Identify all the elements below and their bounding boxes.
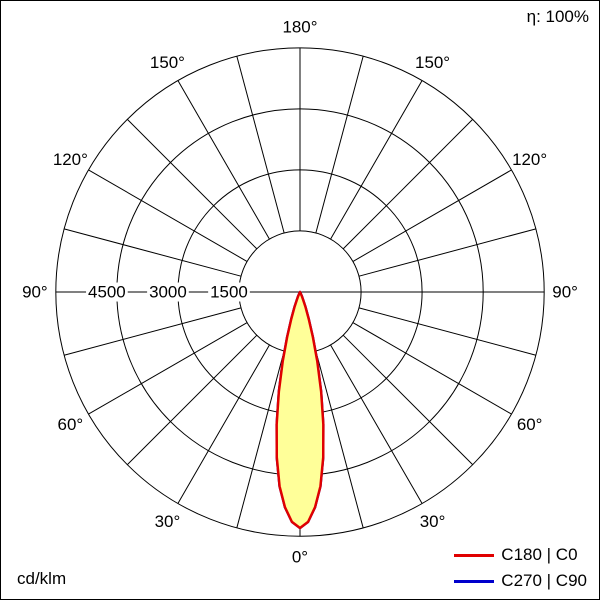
unit-label: cd/klm (17, 569, 67, 588)
legend-line-red-icon (454, 553, 495, 557)
legend-line-blue-icon (454, 579, 495, 583)
angle-label: 90° (552, 283, 578, 302)
radial-tick-label: 3000 (149, 283, 187, 302)
angle-label: 90° (22, 283, 48, 302)
legend-item-c0-c180: C180 | C0 (454, 545, 578, 565)
angle-label: 60° (517, 415, 543, 434)
grid-spoke (88, 169, 248, 262)
angle-label: 150° (415, 53, 450, 72)
angle-label: 30° (420, 512, 446, 531)
beam-curve (275, 290, 325, 530)
legend: C180 | C0 C270 | C90 (454, 545, 587, 591)
grid-spoke (63, 228, 242, 277)
grid-spoke (358, 228, 537, 277)
grid-spoke (236, 350, 285, 529)
efficiency-label: η: 100% (526, 7, 589, 26)
grid-spoke (352, 169, 512, 262)
grid-spoke (330, 344, 423, 504)
grid-spoke (358, 307, 537, 356)
grid-spoke (330, 80, 423, 240)
grid-spoke (352, 322, 512, 415)
radial-tick-label: 4500 (88, 283, 126, 302)
grid-spoke (177, 80, 270, 240)
radial-tick-label-bg (147, 282, 189, 302)
angle-label: 180° (282, 17, 317, 36)
legend-label-c90-c270: C270 | C90 (501, 571, 587, 590)
grid-spoke (315, 350, 364, 529)
legend-label-c0-c180: C180 | C0 (501, 545, 578, 564)
grid-spoke (315, 55, 364, 234)
radial-tick-label-bg (86, 282, 128, 302)
grid-spoke (342, 119, 473, 250)
legend-item-c90-c270: C270 | C90 (454, 571, 587, 591)
angle-label: 60° (58, 415, 84, 434)
grid-spoke (127, 119, 258, 250)
grid-spoke (177, 344, 270, 504)
angle-label: 30° (155, 512, 181, 531)
grid-spoke (127, 334, 258, 466)
grid-spoke (63, 307, 242, 356)
angle-label: 120° (512, 150, 547, 169)
radial-tick-label: 1500 (210, 283, 248, 302)
grid-spoke (88, 322, 248, 415)
angle-label: 150° (150, 53, 185, 72)
radial-tick-label-bg (208, 282, 250, 302)
angle-label: 0° (292, 548, 308, 567)
angle-label: 120° (53, 150, 88, 169)
grid-spoke (236, 55, 285, 234)
grid-spoke (342, 334, 473, 466)
